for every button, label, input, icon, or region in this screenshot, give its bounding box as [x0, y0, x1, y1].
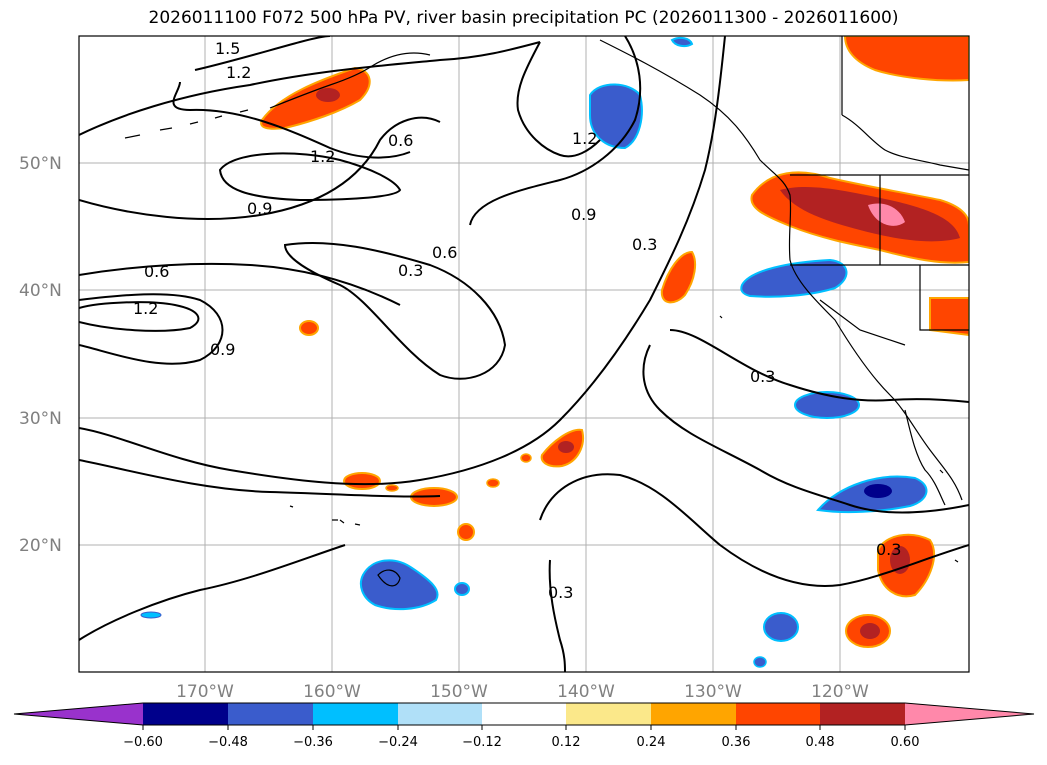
lon-label: 140°W	[557, 682, 615, 702]
lon-label: 120°W	[811, 682, 869, 702]
colorbar-tick-label: 0.60	[891, 735, 920, 750]
contour-label: 0.3	[398, 261, 423, 280]
map-panel	[79, 36, 969, 672]
contour-label: 0.9	[210, 340, 235, 359]
colorbar-segment	[313, 703, 398, 725]
colorbar-segment	[482, 703, 566, 725]
colorbar-tick-label: 0.48	[806, 735, 835, 750]
colorbar-tick-label: −0.24	[378, 735, 418, 750]
colorbar-segment	[651, 703, 736, 725]
colorbar-segment	[820, 703, 905, 725]
lon-label: 170°W	[176, 682, 234, 702]
colorbar: −0.60 −0.48 −0.36 −0.24 −0.12 0.12 0.24 …	[13, 702, 1035, 750]
colorbar-extend-left	[14, 703, 143, 725]
contour-label: 0.3	[548, 583, 573, 602]
contour-label: 0.6	[144, 262, 169, 281]
contour-label: 0.9	[571, 205, 596, 224]
colorbar-tick-label: −0.48	[208, 735, 248, 750]
map-border	[78, 35, 970, 673]
gridlines	[79, 36, 969, 672]
colorbar-tick-label: −0.36	[293, 735, 333, 750]
lat-label: 30°N	[19, 409, 62, 429]
colorbar-tick-label: 0.36	[722, 735, 751, 750]
lon-label: 150°W	[430, 682, 488, 702]
contour-label: 0.3	[632, 235, 657, 254]
colorbar-tick-label: −0.12	[462, 735, 502, 750]
lat-label: 20°N	[19, 536, 62, 556]
contour-label: 0.9	[247, 199, 272, 218]
coastlines	[124, 36, 969, 587]
contour-label: 1.5	[215, 39, 240, 58]
lon-label: 130°W	[684, 682, 742, 702]
contour-label-group: 1.5 1.2 0.6 1.2 0.9 1.2 0.6 1.2 0.9 0.6 …	[133, 39, 901, 602]
contour-label: 1.2	[310, 147, 335, 166]
contour-label: 0.3	[750, 367, 775, 386]
lat-label: 50°N	[19, 154, 62, 174]
lon-labels: 170°W 160°W 150°W 140°W 130°W 120°W	[176, 682, 869, 702]
colorbar-segment	[143, 703, 228, 725]
contour-label: 1.2	[226, 63, 251, 82]
colorbar-tick-label: 0.24	[637, 735, 666, 750]
lon-label: 160°W	[303, 682, 361, 702]
lat-label: 40°N	[19, 281, 62, 301]
colorbar-extend-right	[905, 703, 1034, 725]
contour-label: 1.2	[572, 129, 597, 148]
contour-label: 0.3	[876, 540, 901, 559]
plot-title: 2026011100 F072 500 hPa PV, river basin …	[148, 8, 899, 28]
contour-label: 0.6	[432, 243, 457, 262]
colorbar-segment	[736, 703, 820, 725]
precip-shading	[140, 36, 969, 668]
contour-label: 1.2	[133, 299, 158, 318]
colorbar-tick-label: −0.60	[123, 735, 163, 750]
pv-contours	[79, 36, 969, 672]
colorbar-segment	[228, 703, 313, 725]
contour-label: 0.6	[388, 131, 413, 150]
colorbar-segment	[566, 703, 651, 725]
colorbar-segment	[398, 703, 482, 725]
lat-labels: 50°N 40°N 30°N 20°N	[19, 154, 62, 556]
colorbar-tick-label: 0.12	[552, 735, 581, 750]
